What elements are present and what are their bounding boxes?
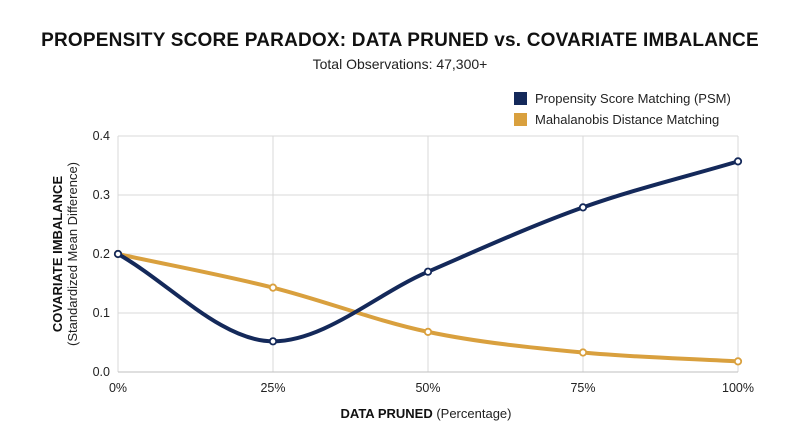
data-point-mahalanobis-distance-matching xyxy=(733,357,743,366)
data-point-propensity-score-matching-psm xyxy=(423,267,433,276)
legend-swatch xyxy=(514,113,527,126)
data-point-propensity-score-matching-psm xyxy=(578,203,588,212)
y-tick-label: 0.3 xyxy=(93,188,110,202)
series xyxy=(113,157,743,366)
y-tick-label: 0.2 xyxy=(93,247,110,261)
x-tick-label: 0% xyxy=(109,381,127,395)
x-axis-label-unit: (Percentage) xyxy=(433,406,512,421)
axes: 0.0 0.1 0.2 0.3 0.4 0% 25% 50% 75% 100% xyxy=(93,129,754,395)
x-tick-label: 100% xyxy=(722,381,754,395)
data-point-mahalanobis-distance-matching xyxy=(578,348,588,357)
grid xyxy=(117,135,739,372)
data-point-mahalanobis-distance-matching xyxy=(423,327,433,336)
legend-label: Propensity Score Matching (PSM) xyxy=(535,91,731,106)
chart-subtitle: Total Observations: 47,300+ xyxy=(312,56,488,72)
legend: Propensity Score Matching (PSM) Mahalanob… xyxy=(514,91,731,127)
x-tick-label: 25% xyxy=(260,381,285,395)
data-point-mahalanobis-distance-matching xyxy=(268,283,278,292)
data-point-propensity-score-matching-psm xyxy=(733,157,743,166)
y-tick-label: 0.1 xyxy=(93,306,110,320)
x-tick-label: 50% xyxy=(415,381,440,395)
legend-swatch xyxy=(514,92,527,105)
chart-title: PROPENSITY SCORE PARADOX: DATA PRUNED vs… xyxy=(41,30,759,51)
y-tick-label: 0.4 xyxy=(93,129,110,143)
y-axis-label-main: COVARIATE IMBALANCE xyxy=(50,176,65,333)
legend-label: Mahalanobis Distance Matching xyxy=(535,112,719,127)
y-axis-label-unit: (Standardized Mean Difference) xyxy=(65,162,80,346)
x-axis-label: DATA PRUNED (Percentage) xyxy=(341,406,512,421)
x-axis-label-main: DATA PRUNED xyxy=(341,406,433,421)
data-point-propensity-score-matching-psm xyxy=(268,337,278,346)
y-tick-label: 0.0 xyxy=(93,365,110,379)
data-point-propensity-score-matching-psm xyxy=(113,249,123,259)
x-tick-label: 75% xyxy=(570,381,595,395)
